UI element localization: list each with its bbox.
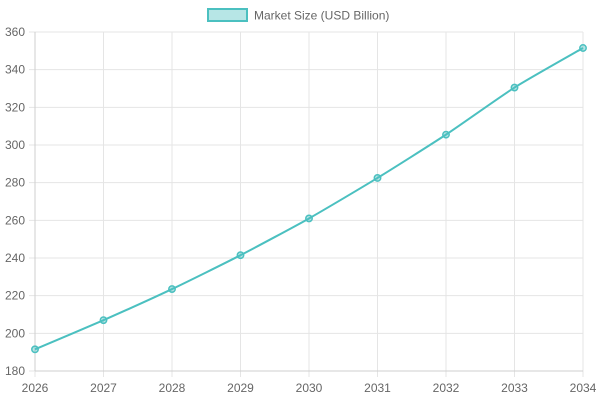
data-point[interactable] xyxy=(373,174,382,182)
y-tick-label: 320 xyxy=(5,100,25,114)
y-tick-label: 240 xyxy=(5,251,25,265)
x-tick-label: 2030 xyxy=(296,381,323,395)
y-axis-ticks: 180 200 220 240 260 280 300 320 340 360 xyxy=(5,25,25,378)
grid xyxy=(29,31,584,377)
x-tick-label: 2032 xyxy=(433,381,460,395)
legend-swatch[interactable] xyxy=(207,8,248,22)
data-point[interactable] xyxy=(99,316,108,325)
x-tick-label: 2029 xyxy=(227,381,254,395)
y-tick-label: 220 xyxy=(5,289,25,303)
x-tick-label: 2033 xyxy=(501,381,528,395)
y-tick-label: 200 xyxy=(5,326,25,340)
data-point[interactable] xyxy=(236,251,245,260)
x-tick-label: 2026 xyxy=(22,381,49,395)
data-point[interactable] xyxy=(442,130,450,139)
y-tick-label: 300 xyxy=(5,138,25,152)
data-point[interactable] xyxy=(168,285,176,294)
series-line xyxy=(34,47,584,351)
x-axis-ticks: 2026 2027 2028 2029 2030 2031 2032 2033 2034 xyxy=(22,381,597,395)
y-tick-label: 280 xyxy=(5,176,25,190)
series-market-size xyxy=(31,44,587,354)
axes xyxy=(34,32,583,372)
x-tick-label: 2028 xyxy=(159,381,186,395)
y-tick-label: 180 xyxy=(5,364,25,378)
y-tick-label: 260 xyxy=(5,213,25,227)
data-point[interactable] xyxy=(305,214,313,223)
x-tick-label: 2027 xyxy=(90,381,117,395)
legend-label[interactable]: Market Size (USD Billion) xyxy=(254,9,389,23)
data-point[interactable] xyxy=(510,83,519,92)
y-tick-label: 360 xyxy=(5,25,25,39)
data-point[interactable] xyxy=(31,345,39,354)
x-tick-label: 2031 xyxy=(364,381,391,395)
legend[interactable]: Market Size (USD Billion) xyxy=(207,8,389,23)
y-tick-label: 340 xyxy=(5,63,25,77)
x-tick-label: 2034 xyxy=(570,381,597,395)
data-point[interactable] xyxy=(579,44,587,52)
